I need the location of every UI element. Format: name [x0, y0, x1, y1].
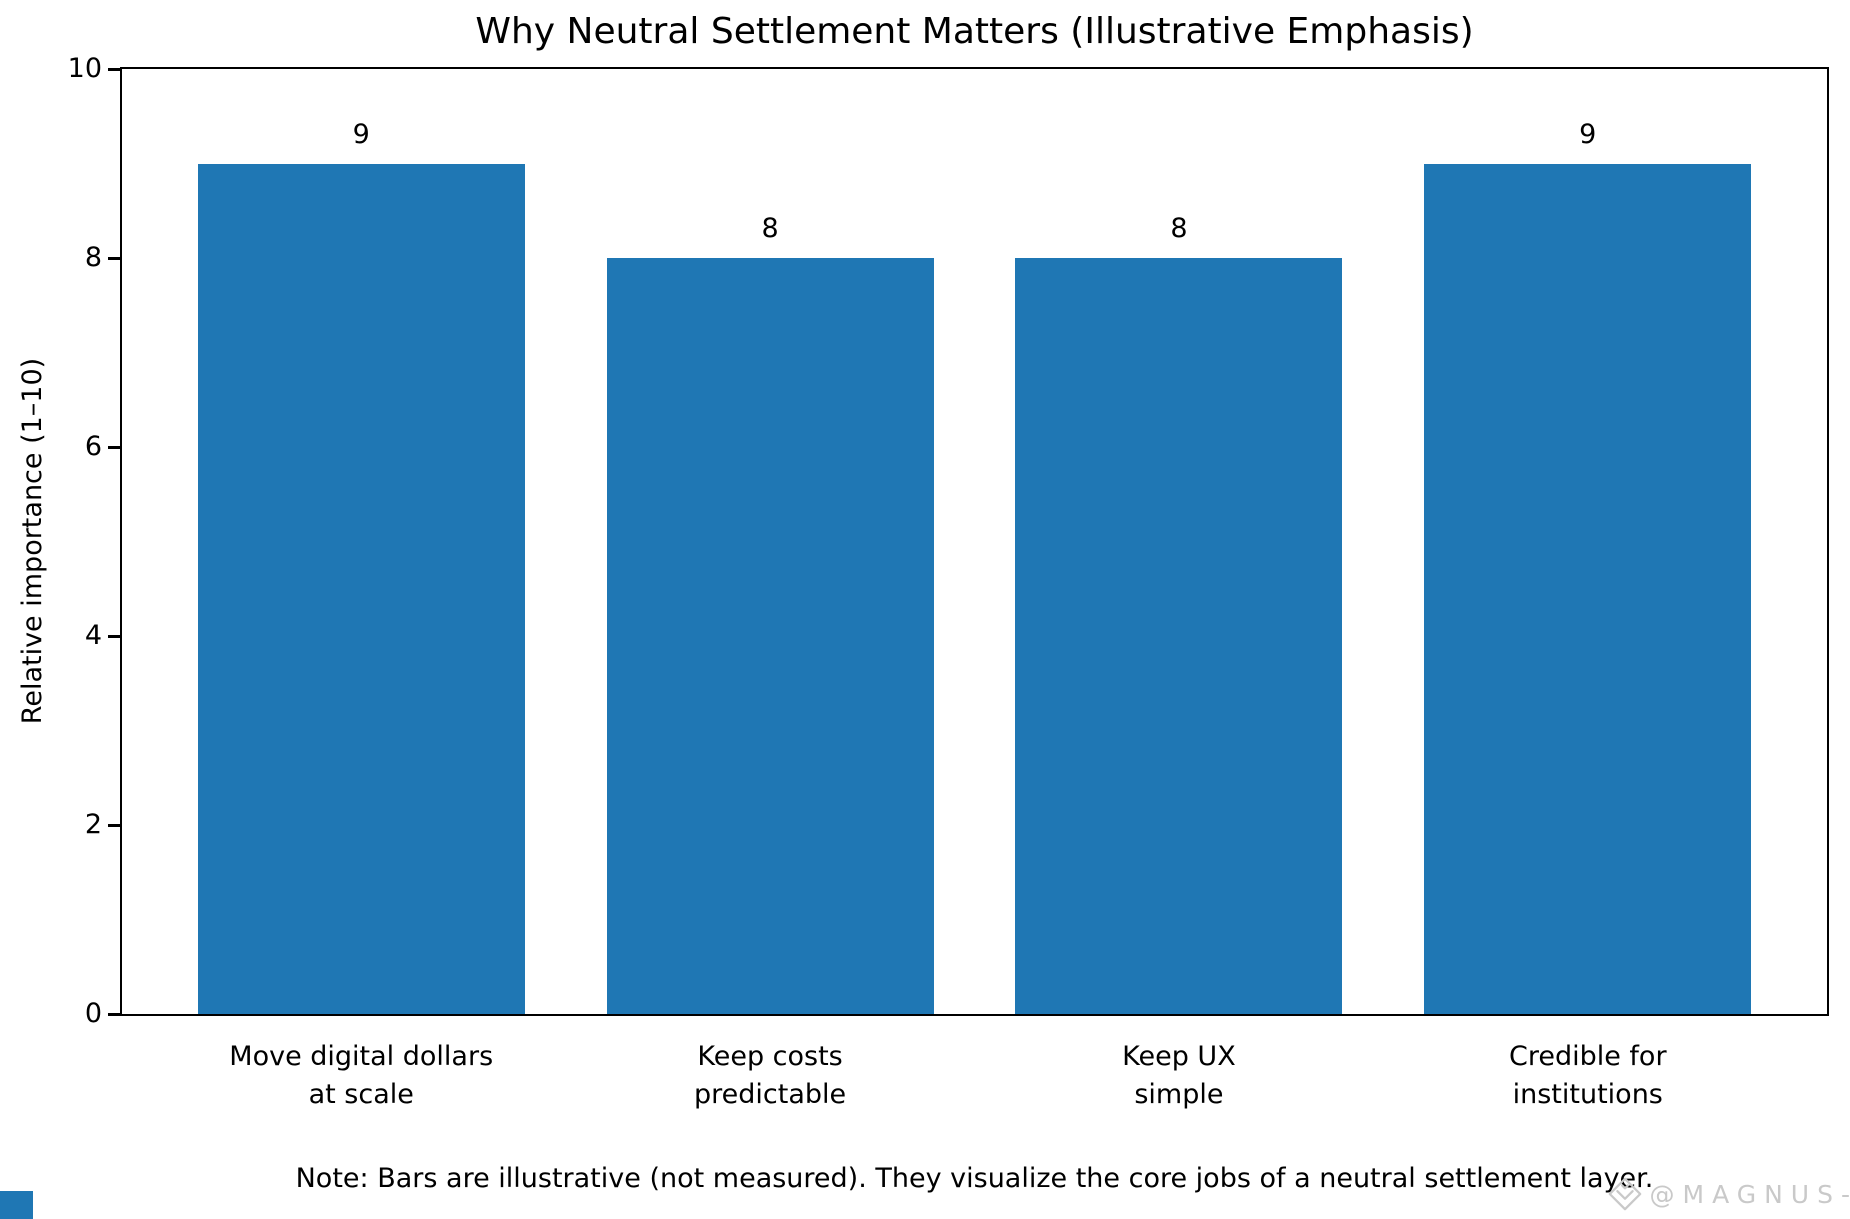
x-tick-label: Move digital dollars at scale: [229, 1041, 494, 1110]
bar: [1015, 258, 1343, 1014]
watermark: @MAGNUS-: [1606, 1175, 1850, 1213]
bar-value-label: 9: [1579, 118, 1597, 150]
y-tick-mark: [108, 1012, 120, 1016]
y-tick-label: 10: [67, 53, 102, 84]
bar-value-label: 8: [761, 213, 779, 244]
y-tick-label: 0: [84, 998, 102, 1029]
x-tick-label: Credible for institutions: [1508, 1041, 1667, 1110]
bar: [1424, 163, 1752, 1014]
y-tick-label: 2: [84, 809, 102, 840]
bar: [606, 258, 934, 1014]
bar: [197, 163, 525, 1014]
note: Note: Bars are illustrative (not measure…: [295, 1163, 1654, 1194]
bottom-left-accent: [0, 1191, 33, 1219]
watermark-text: @MAGNUS-: [1649, 1179, 1850, 1209]
bar-value-label: 9: [352, 118, 370, 150]
y-tick-label: 6: [84, 431, 102, 462]
y-axis-label: Relative importance (1–10): [17, 357, 48, 725]
x-tick-label: Keep UX simple: [1122, 1041, 1236, 1110]
y-tick-mark: [108, 445, 120, 449]
y-tick-mark: [108, 823, 120, 827]
y-tick-mark: [108, 67, 120, 71]
y-tick-mark: [108, 634, 120, 638]
diamond-layers-icon: [1608, 1177, 1641, 1211]
y-tick-label: 8: [84, 242, 102, 273]
bar-value-label: 8: [1170, 213, 1188, 244]
chart-title: Why Neutral Settlement Matters (Illustra…: [475, 11, 1474, 52]
y-tick-label: 4: [84, 620, 102, 651]
y-tick-mark: [108, 256, 120, 260]
x-tick-label: Keep costs predictable: [693, 1041, 847, 1110]
